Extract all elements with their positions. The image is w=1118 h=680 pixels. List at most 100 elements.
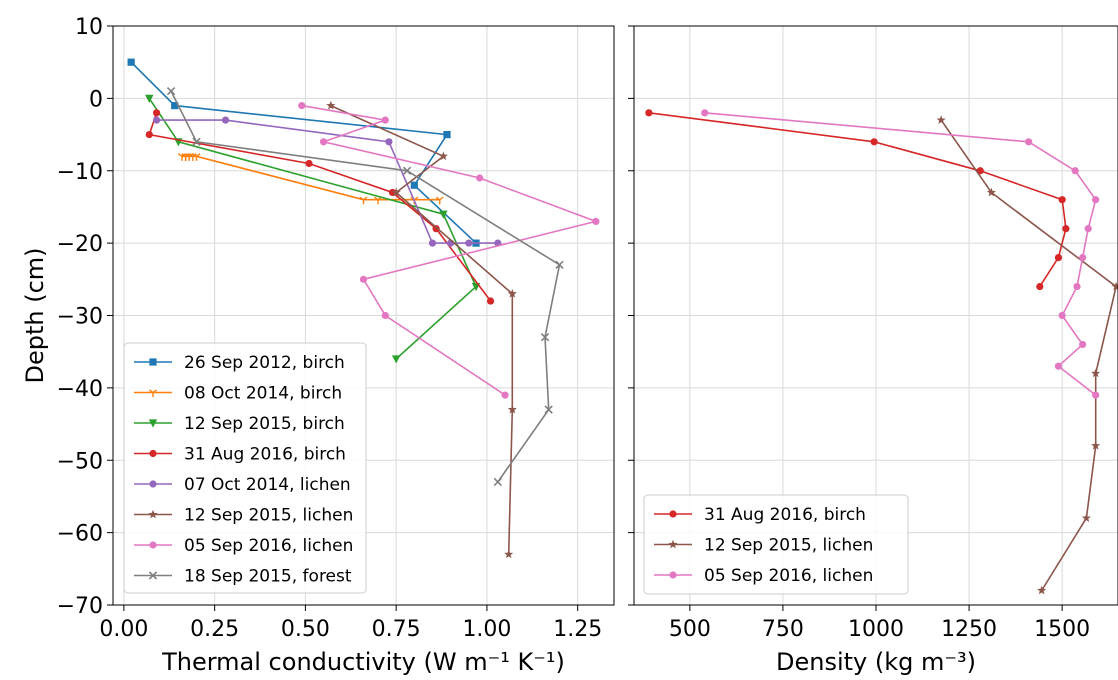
- conductivity-legend-marker-07-oct-2014-lichen: [149, 480, 157, 488]
- density-legend-marker-05-sep-2016-lichen: [669, 571, 677, 579]
- conductivity-chart: 0.00 0.25 0.50 0.75 1.00 1.25 10 0 −10 −20 −30 −40…: [21, 15, 615, 676]
- conductivity-legend-marker-12-sep-2015-lichen: [148, 509, 158, 519]
- conductivity-y-tick-label: −30: [57, 305, 103, 330]
- conductivity-point-18-sep-2015-forest: [166, 86, 176, 96]
- conductivity-y-tick-label: −60: [57, 522, 103, 547]
- density-point-05-sep-2016-lichen: [1025, 138, 1033, 146]
- density-series-layer: [645, 109, 1118, 595]
- density-point-05-sep-2016-lichen: [1058, 311, 1066, 320]
- conductivity-point-07-oct-2014-lichen: [152, 116, 161, 124]
- conductivity-point-05-sep-2016-lichen: [298, 102, 306, 110]
- density-point-05-sep-2016-lichen: [1071, 167, 1079, 175]
- density-point-05-sep-2016-lichen: [1079, 340, 1087, 349]
- conductivity-point-31-aug-2016-birch: [152, 109, 161, 117]
- conductivity-point-12-sep-2015-lichen: [326, 100, 336, 110]
- conductivity-point-26-sep-2012-birch: [171, 102, 179, 110]
- conductivity-point-07-oct-2014-lichen: [385, 138, 393, 146]
- conductivity-point-12-sep-2015-lichen: [507, 288, 517, 298]
- conductivity-x-tick-label: 0.50: [281, 617, 330, 642]
- conductivity-y-tick-label: 10: [75, 15, 103, 40]
- density-series-31-aug-2016-birch: [645, 109, 1070, 291]
- conductivity-x-tick-label: 1.25: [553, 617, 602, 642]
- density-y-ticks: [628, 25, 634, 606]
- density-point-31-aug-2016-birch: [1054, 254, 1063, 262]
- conductivity-point-05-sep-2016-lichen: [476, 174, 484, 182]
- conductivity-legend-marker-12-sep-2015-birch: [148, 419, 158, 428]
- conductivity-point-12-sep-2015-lichen: [391, 187, 401, 197]
- conductivity-point-26-sep-2012-birch: [443, 130, 451, 139]
- conductivity-point-31-aug-2016-birch: [486, 297, 495, 305]
- conductivity-point-12-sep-2015-birch: [439, 210, 448, 219]
- conductivity-point-08-oct-2014-birch: [359, 196, 368, 205]
- density-series-05-sep-2016-lichen: [701, 109, 1100, 399]
- conductivity-point-08-oct-2014-birch: [374, 196, 383, 205]
- conductivity-point-31-aug-2016-birch: [432, 225, 440, 233]
- conductivity-y-axis-label: Depth (cm): [21, 247, 49, 383]
- density-point-12-sep-2015-lichen: [1037, 585, 1047, 595]
- conductivity-point-18-sep-2015-forest: [544, 405, 553, 414]
- density-legend-marker-12-sep-2015-lichen: [668, 539, 678, 549]
- conductivity-point-26-sep-2012-birch: [127, 58, 135, 66]
- conductivity-series-08-oct-2014-birch: [177, 153, 444, 205]
- density-point-05-sep-2016-lichen: [1084, 225, 1092, 233]
- conductivity-legend-marker-18-sep-2015-forest: [148, 571, 158, 580]
- conductivity-point-26-sep-2012-birch: [410, 181, 418, 189]
- conductivity-series-07-oct-2014-lichen: [152, 116, 502, 247]
- density-point-12-sep-2015-lichen: [936, 115, 946, 124]
- density-point-05-sep-2016-lichen: [1092, 391, 1100, 399]
- density-line-05-sep-2016-lichen: [704, 112, 1097, 396]
- conductivity-x-tick-label: 1.00: [462, 617, 511, 642]
- conductivity-point-12-sep-2015-lichen: [504, 549, 514, 559]
- conductivity-legend-label-31-aug-2016-birch: 31 Aug 2016, birch: [184, 445, 346, 465]
- density-point-05-sep-2016-lichen: [701, 109, 709, 117]
- conductivity-point-05-sep-2016-lichen: [592, 217, 600, 226]
- conductivity-legend-marker-05-sep-2016-lichen: [149, 541, 157, 549]
- conductivity-point-18-sep-2015-forest: [493, 477, 502, 487]
- density-point-05-sep-2016-lichen: [1073, 282, 1081, 291]
- conductivity-point-18-sep-2015-forest: [555, 260, 564, 270]
- conductivity-y-tick-label: −50: [57, 449, 103, 474]
- conductivity-legend-label-07-oct-2014-lichen: 07 Oct 2014, lichen: [184, 475, 351, 495]
- conductivity-line-07-oct-2014-lichen: [156, 119, 498, 244]
- conductivity-series-31-aug-2016-birch: [145, 109, 495, 305]
- conductivity-point-05-sep-2016-lichen: [501, 391, 509, 399]
- conductivity-legend-marker-08-oct-2014-birch: [148, 389, 158, 398]
- density-x-axis-label: Density (kg m⁻³): [776, 648, 976, 676]
- density-legend-marker-31-aug-2016-birch: [669, 510, 677, 518]
- conductivity-y-tick-label: −10: [57, 160, 103, 185]
- conductivity-point-05-sep-2016-lichen: [319, 138, 328, 146]
- conductivity-point-07-oct-2014-lichen: [221, 116, 230, 124]
- density-legend-label-05-sep-2016-lichen: 05 Sep 2016, lichen: [704, 566, 873, 586]
- conductivity-line-12-sep-2015-lichen: [330, 104, 514, 555]
- conductivity-legend: 26 Sep 2012, birch 08 Oct 2014, birch 12 S…: [123, 342, 367, 594]
- density-point-12-sep-2015-lichen: [1081, 513, 1091, 523]
- conductivity-legend-box: [123, 342, 367, 594]
- conductivity-x-ticks: 0.00 0.25 0.50 0.75 1.00 1.25: [99, 605, 602, 642]
- conductivity-series-05-sep-2016-lichen: [298, 102, 600, 399]
- conductivity-point-08-oct-2014-birch: [435, 196, 444, 205]
- density-point-31-aug-2016-birch: [870, 138, 878, 146]
- density-x-ticks: 500 750 1000 1250 1500: [669, 605, 1090, 642]
- density-point-31-aug-2016-birch: [1036, 282, 1044, 291]
- density-x-tick-label: 1000: [848, 617, 904, 642]
- conductivity-point-05-sep-2016-lichen: [381, 116, 389, 124]
- conductivity-y-ticks: 10 0 −10 −20 −30 −40 −50 −60 −70: [57, 15, 113, 619]
- density-x-tick-label: 500: [669, 617, 711, 642]
- conductivity-point-07-oct-2014-lichen: [465, 239, 473, 247]
- density-point-05-sep-2016-lichen: [1079, 254, 1087, 262]
- density-chart: 500 750 1000 1250 1500 Density (kg m⁻³) 31 A…: [628, 25, 1118, 676]
- conductivity-point-12-sep-2015-birch: [145, 94, 154, 103]
- conductivity-series-layer: [127, 58, 600, 559]
- density-legend: 31 Aug 2016, birch 12 Sep 2015, lichen 05 …: [643, 494, 909, 595]
- conductivity-line-31-aug-2016-birch: [148, 112, 492, 302]
- density-point-31-aug-2016-birch: [1058, 196, 1066, 204]
- conductivity-point-12-sep-2015-lichen: [507, 404, 517, 414]
- conductivity-y-tick-label: −70: [57, 594, 103, 619]
- density-x-tick-label: 750: [762, 617, 804, 642]
- conductivity-point-07-oct-2014-lichen: [428, 239, 437, 247]
- conductivity-point-31-aug-2016-birch: [145, 130, 153, 139]
- density-legend-box: [643, 494, 909, 595]
- density-legend-label-31-aug-2016-birch: 31 Aug 2016, birch: [704, 505, 866, 525]
- density-point-12-sep-2015-lichen: [1091, 368, 1101, 378]
